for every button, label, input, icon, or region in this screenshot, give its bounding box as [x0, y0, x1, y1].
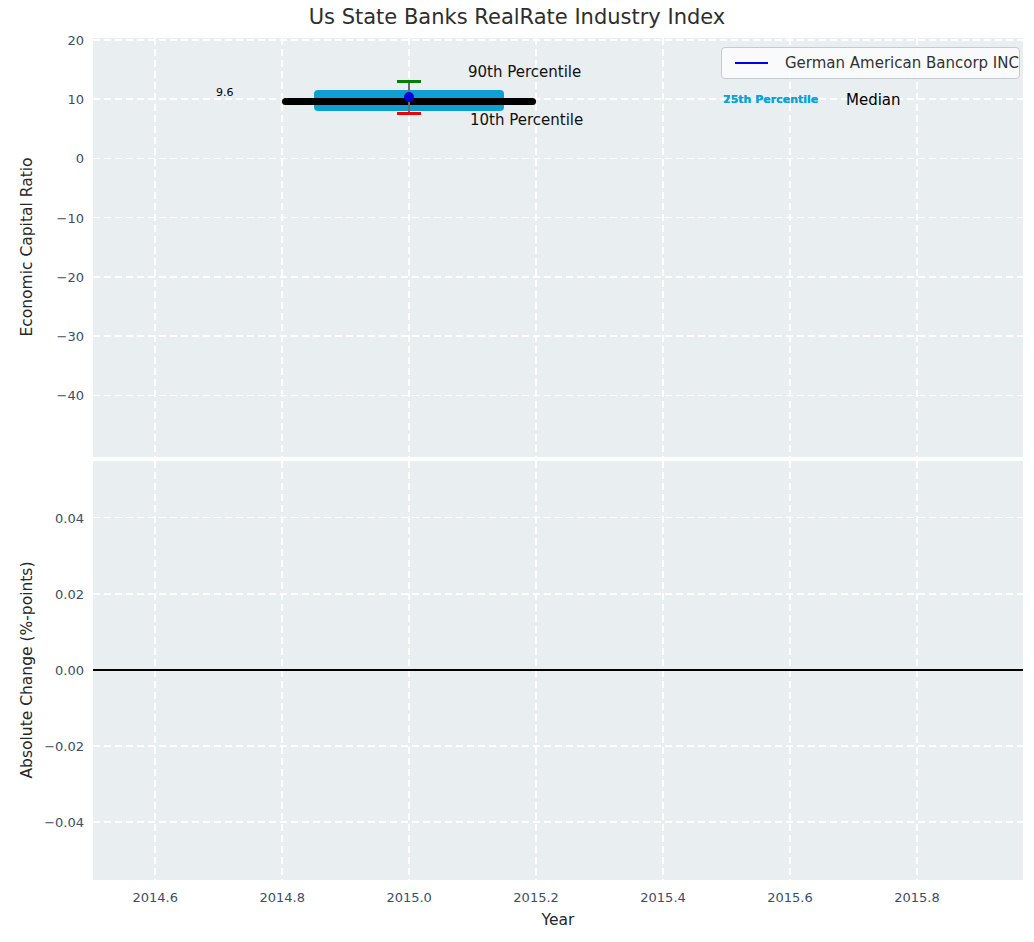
- zero-reference-line: [93, 669, 1023, 671]
- p90-annotation: 90th Percentile: [468, 63, 581, 81]
- x-tick-label: 2015.0: [386, 890, 432, 905]
- p10-cap: [397, 112, 421, 115]
- x-tick-label: 2014.6: [132, 890, 178, 905]
- gridline-horizontal: [93, 276, 1023, 278]
- gridline-horizontal: [93, 517, 1023, 519]
- y-tick-label: 0.00: [55, 662, 84, 677]
- gridline-horizontal: [93, 335, 1023, 337]
- y-tick-label: −40: [57, 388, 84, 403]
- chart-title: Us State Banks RealRate Industry Index: [52, 5, 982, 29]
- chart-figure: Us State Banks RealRate Industry Index 9…: [0, 0, 1034, 942]
- y-tick-label: 0: [76, 151, 84, 166]
- y-tick-label: −20: [57, 269, 84, 284]
- p10-annotation: 10th Percentile: [470, 111, 583, 129]
- bottom-y-axis-label: Absolute Change (%-points): [18, 562, 36, 779]
- x-tick-label: 2015.8: [894, 890, 940, 905]
- y-tick-label: −0.04: [44, 815, 84, 830]
- y-tick-label: −10: [57, 210, 84, 225]
- gridline-horizontal: [93, 821, 1023, 823]
- top-y-axis-label: Economic Capital Ratio: [18, 157, 36, 336]
- x-axis-label: Year: [93, 911, 1023, 929]
- p90-cap: [397, 80, 421, 83]
- x-tick-label: 2015.6: [767, 890, 813, 905]
- legend-line-icon: [735, 62, 768, 65]
- y-tick-label: 10: [67, 92, 84, 107]
- legend-series-label: German American Bancorp INC: [785, 54, 1019, 72]
- gridline-horizontal: [93, 745, 1023, 747]
- y-tick-label: 0.04: [55, 510, 84, 525]
- legend: German American Bancorp INC: [721, 47, 1020, 79]
- median-annotation: Median: [846, 91, 901, 109]
- y-tick-label: 20: [67, 32, 84, 47]
- gridline-horizontal: [93, 39, 1023, 41]
- gridline-horizontal: [93, 395, 1023, 397]
- bottom-plot-area: [93, 461, 1023, 880]
- y-tick-label: −0.02: [44, 739, 84, 754]
- x-tick-label: 2015.4: [640, 890, 686, 905]
- y-tick-label: −30: [57, 329, 84, 344]
- gridline-horizontal: [93, 217, 1023, 219]
- median-value-annotation: 9.6: [216, 86, 234, 99]
- gridline-horizontal: [93, 593, 1023, 595]
- gridline-horizontal: [93, 158, 1023, 160]
- x-tick-label: 2015.2: [513, 890, 559, 905]
- p25-annotation: 25th Percentile: [723, 93, 818, 106]
- y-tick-label: 0.02: [55, 586, 84, 601]
- x-tick-label: 2014.8: [259, 890, 305, 905]
